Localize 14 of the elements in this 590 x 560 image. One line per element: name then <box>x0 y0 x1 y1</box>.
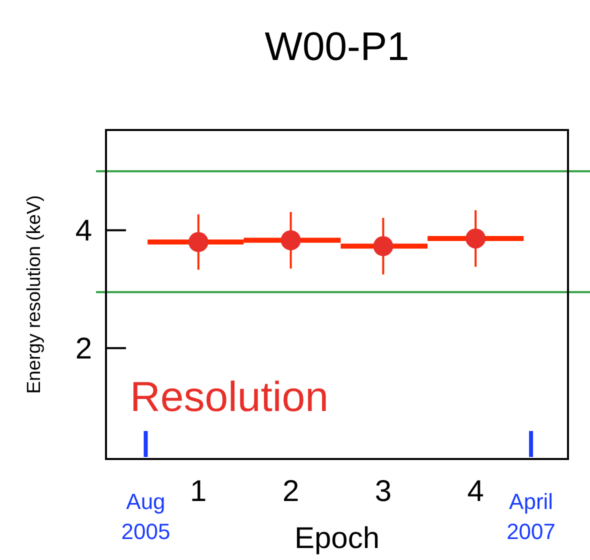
ref-line-label: April 2007 <box>506 489 556 544</box>
x-tick-label: 4 <box>467 475 484 508</box>
y-axis-title: Energy resolution (keV) <box>24 195 45 394</box>
x-tick-label: 3 <box>374 475 392 508</box>
ref-line-label: Aug 2005 <box>121 489 170 544</box>
x-axis-title: Epoch <box>294 522 380 555</box>
chart-title: W00-P1 <box>264 25 410 69</box>
x-tick-label: 2 <box>282 475 300 508</box>
point <box>280 230 301 250</box>
x-tick-label: 1 <box>190 475 207 508</box>
point <box>188 232 208 252</box>
point <box>373 236 394 256</box>
annotation: Resolution <box>130 373 328 420</box>
point <box>466 228 486 248</box>
